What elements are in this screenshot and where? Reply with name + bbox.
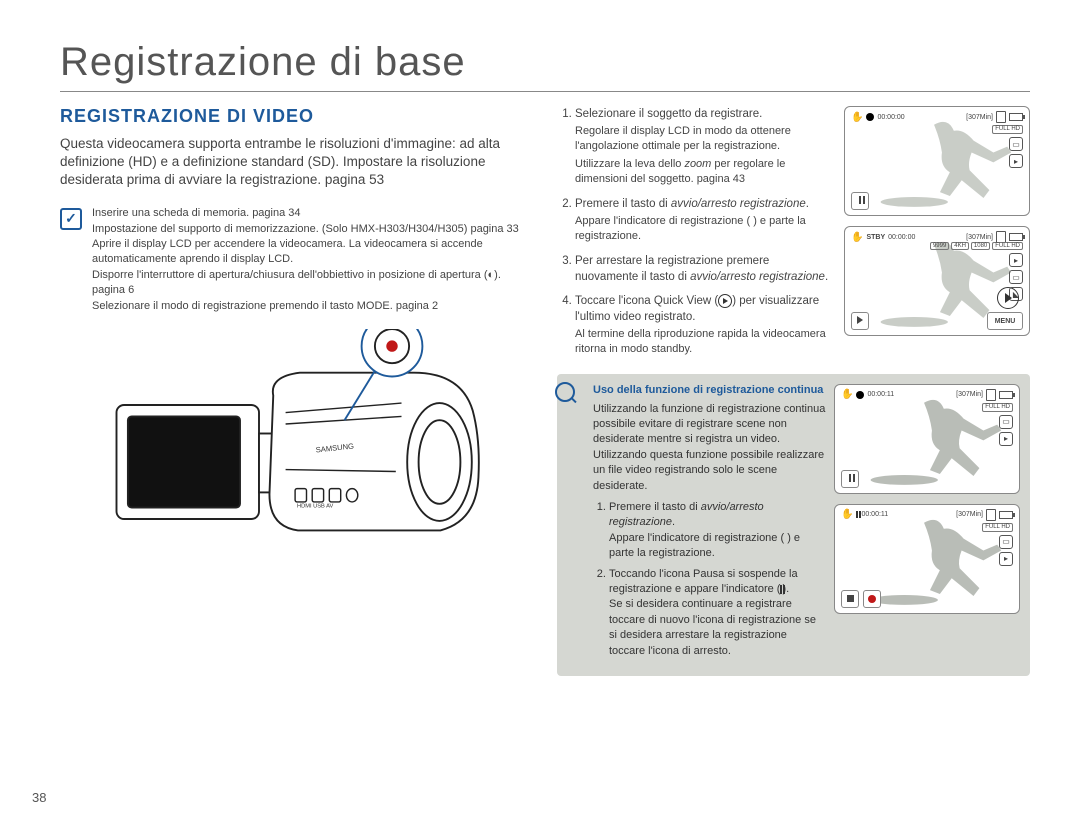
quick-view-button[interactable] <box>997 287 1019 309</box>
play-small-icon: ▸ <box>1009 253 1023 267</box>
playback-mode-button[interactable] <box>851 312 869 330</box>
checkmark-icon: ✓ <box>60 208 82 230</box>
media-icon: ▭ <box>999 535 1013 549</box>
card-icon <box>996 111 1006 123</box>
lcd-preview: ✋ 00:00:00 [307Min] FULL HD ▭ ▸ <box>844 106 1030 216</box>
stop-button[interactable] <box>841 590 859 608</box>
media-icon: ▭ <box>1009 137 1023 151</box>
info-sub: Appare l'indicatore di registrazione ( )… <box>609 531 826 562</box>
hud-badge: 4KH <box>951 242 969 250</box>
info-sub: Se si desidera continuare a registrare t… <box>609 597 826 659</box>
hud-time: 00:00:00 <box>888 234 915 241</box>
precheck-item: Inserire una scheda di memoria. pagina 3… <box>92 206 533 221</box>
magnifier-icon <box>555 382 575 402</box>
precheck-block: ✓ Inserire una scheda di memoria. pagina… <box>60 206 533 315</box>
info-paragraph: Utilizzando la funzione di registrazione… <box>593 402 826 494</box>
hud-time: 00:00:00 <box>877 114 904 121</box>
hud-badge: 1080 <box>971 242 990 250</box>
hand-icon: ✋ <box>851 232 863 243</box>
card-icon <box>986 509 996 521</box>
pause-button[interactable] <box>851 192 869 210</box>
info-steps: Premere il tasto di avvio/arresto regist… <box>593 500 826 659</box>
battery-icon <box>1009 233 1023 241</box>
step-item: Premere il tasto di avvio/arresto regist… <box>575 196 830 245</box>
precheck-item: Selezionare il modo di registrazione pre… <box>92 299 533 314</box>
step-sub: Al termine della riproduzione rapida la … <box>575 327 830 358</box>
menu-button[interactable]: MENU <box>987 312 1023 330</box>
pause-icon <box>780 585 782 594</box>
record-button[interactable] <box>863 590 881 608</box>
media-icon: ▭ <box>1009 270 1023 284</box>
hud-time: 00:00:11 <box>861 511 888 518</box>
step-text: Per arrestare la registrazione premere n… <box>575 255 828 283</box>
camera-illustration: SAMSUNG HDMI USB AV <box>60 329 533 576</box>
card-icon <box>986 389 996 401</box>
lcd-preview: ✋ 00:00:11 [307Min] FULL HD ▭ ▸ <box>834 504 1020 614</box>
hand-icon: ✋ <box>841 509 853 520</box>
step-item: Toccare l'icona Quick View () per visual… <box>575 293 830 358</box>
step-item: Per arrestare la registrazione premere n… <box>575 253 830 285</box>
pause-button[interactable] <box>841 470 859 488</box>
hud-remaining: [307Min] <box>966 234 993 241</box>
hand-icon: ✋ <box>841 389 853 400</box>
hud-remaining: [307Min] <box>956 391 983 398</box>
step-text: Premere il tasto di avvio/arresto regist… <box>575 198 809 210</box>
step-text: Selezionare il soggetto da registrare. <box>575 108 762 120</box>
precheck-item: Aprire il display LCD per accendere la v… <box>92 237 533 267</box>
battery-icon <box>999 391 1013 399</box>
lcd-preview: ✋ STBY 00:00:00 [307Min] 9999 4KH 1080 F… <box>844 226 1030 336</box>
step-text: Toccare l'icona Quick View () per visual… <box>575 295 819 323</box>
play-small-icon: ▸ <box>999 432 1013 446</box>
hud-remaining: [307Min] <box>956 511 983 518</box>
step-sub: Utilizzare la leva dello zoom per regola… <box>575 157 830 188</box>
hud-badge: FULL HD <box>982 523 1013 532</box>
section-title: REGISTRAZIONE DI VIDEO <box>60 106 533 127</box>
quick-view-icon <box>718 294 732 308</box>
chapter-title: Registrazione di base <box>60 40 1030 92</box>
step-sub: Regolare il display LCD in modo da otten… <box>575 124 830 155</box>
step-sub: Appare l'indicatore di registrazione ( )… <box>575 214 830 245</box>
precheck-item: Disporre l'interruttore di apertura/chiu… <box>92 268 533 298</box>
svg-text:HDMI USB AV: HDMI USB AV <box>297 503 333 509</box>
play-small-icon: ▸ <box>999 552 1013 566</box>
info-step: Premere il tasto di avvio/arresto regist… <box>609 500 826 562</box>
intro-paragraph: Questa videocamera supporta entrambe le … <box>60 135 533 190</box>
hand-icon: ✋ <box>851 112 863 123</box>
hud-badge: FULL HD <box>992 242 1023 250</box>
hud-stby: STBY <box>866 234 885 241</box>
media-icon: ▭ <box>999 415 1013 429</box>
play-small-icon: ▸ <box>1009 154 1023 168</box>
hud-badge: FULL HD <box>992 125 1023 134</box>
info-box: Uso della funzione di registrazione cont… <box>557 374 1030 676</box>
camcorder-line-art: SAMSUNG HDMI USB AV <box>107 329 487 576</box>
page-number: 38 <box>32 790 46 805</box>
step-item: Selezionare il soggetto da registrare. R… <box>575 106 830 188</box>
hud-badge: FULL HD <box>982 403 1013 412</box>
hud-remaining: [307Min] <box>966 114 993 121</box>
hud-time: 00:00:11 <box>867 391 894 398</box>
lcd-preview: ✋ 00:00:11 [307Min] FULL HD ▭ ▸ <box>834 384 1020 494</box>
info-step: Toccando l'icona Pausa si sospende la re… <box>609 567 826 659</box>
battery-icon <box>999 511 1013 519</box>
battery-icon <box>1009 113 1023 121</box>
precheck-list: Inserire una scheda di memoria. pagina 3… <box>92 206 533 315</box>
precheck-item: Impostazione del supporto di memorizzazi… <box>92 222 533 237</box>
hud-badge: 9999 <box>930 242 949 250</box>
